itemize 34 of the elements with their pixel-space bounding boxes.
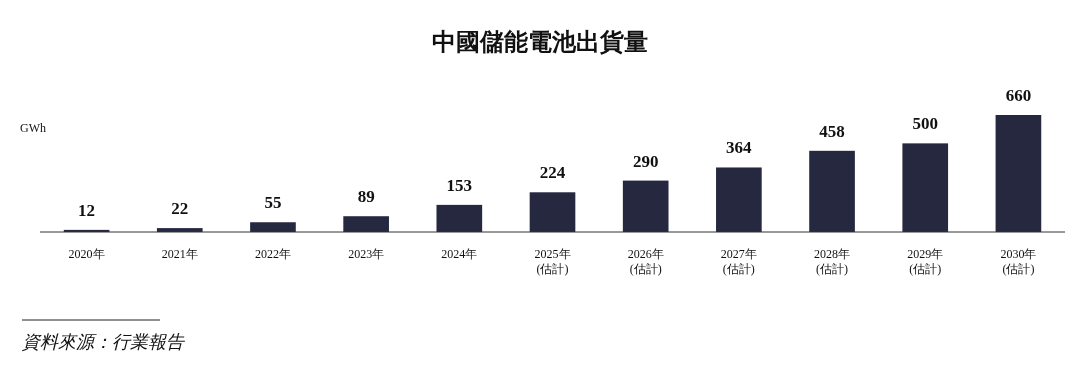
- bar: [622, 180, 669, 232]
- data-label: 458: [819, 121, 845, 141]
- x-tick-label: 2025年 (估計): [534, 247, 571, 276]
- bar: [250, 222, 296, 232]
- data-label: 12: [78, 200, 96, 220]
- chart-title: 中國儲能電池出貨量: [432, 29, 648, 55]
- x-tick-label: 2028年 (估計): [814, 247, 851, 276]
- x-tick-label: 2021年: [161, 247, 198, 261]
- y-axis-title: GWh: [20, 121, 46, 135]
- bar: [902, 143, 949, 232]
- x-tick-label: 2026年 (估計): [627, 247, 664, 276]
- data-label: 224: [539, 163, 566, 183]
- data-label: 55: [264, 193, 282, 213]
- x-tick-label: 2029年 (估計): [907, 247, 944, 276]
- bar: [436, 204, 483, 232]
- bar: [809, 150, 855, 232]
- data-label: 660: [1005, 86, 1032, 105]
- x-tick-label: 2030年 (估計): [1000, 247, 1037, 276]
- data-label: 153: [446, 175, 473, 195]
- x-tick-label: 2027年 (估計): [720, 247, 757, 276]
- bar: [529, 192, 576, 232]
- source-note: 資料來源：行業報告: [22, 332, 186, 352]
- data-label: 89: [357, 187, 375, 207]
- data-label: 364: [726, 138, 753, 158]
- x-tick-label: 2023年: [348, 247, 385, 261]
- data-label: 500: [912, 114, 938, 134]
- bar: [343, 216, 389, 232]
- data-label: 290: [632, 151, 659, 171]
- bar: [995, 115, 1042, 232]
- x-tick-label: 2020年: [68, 247, 105, 261]
- x-tick-label: 2022年: [254, 247, 291, 261]
- data-label: 22: [171, 199, 189, 219]
- bar: [716, 167, 762, 232]
- x-tick-label: 2024年: [441, 247, 478, 261]
